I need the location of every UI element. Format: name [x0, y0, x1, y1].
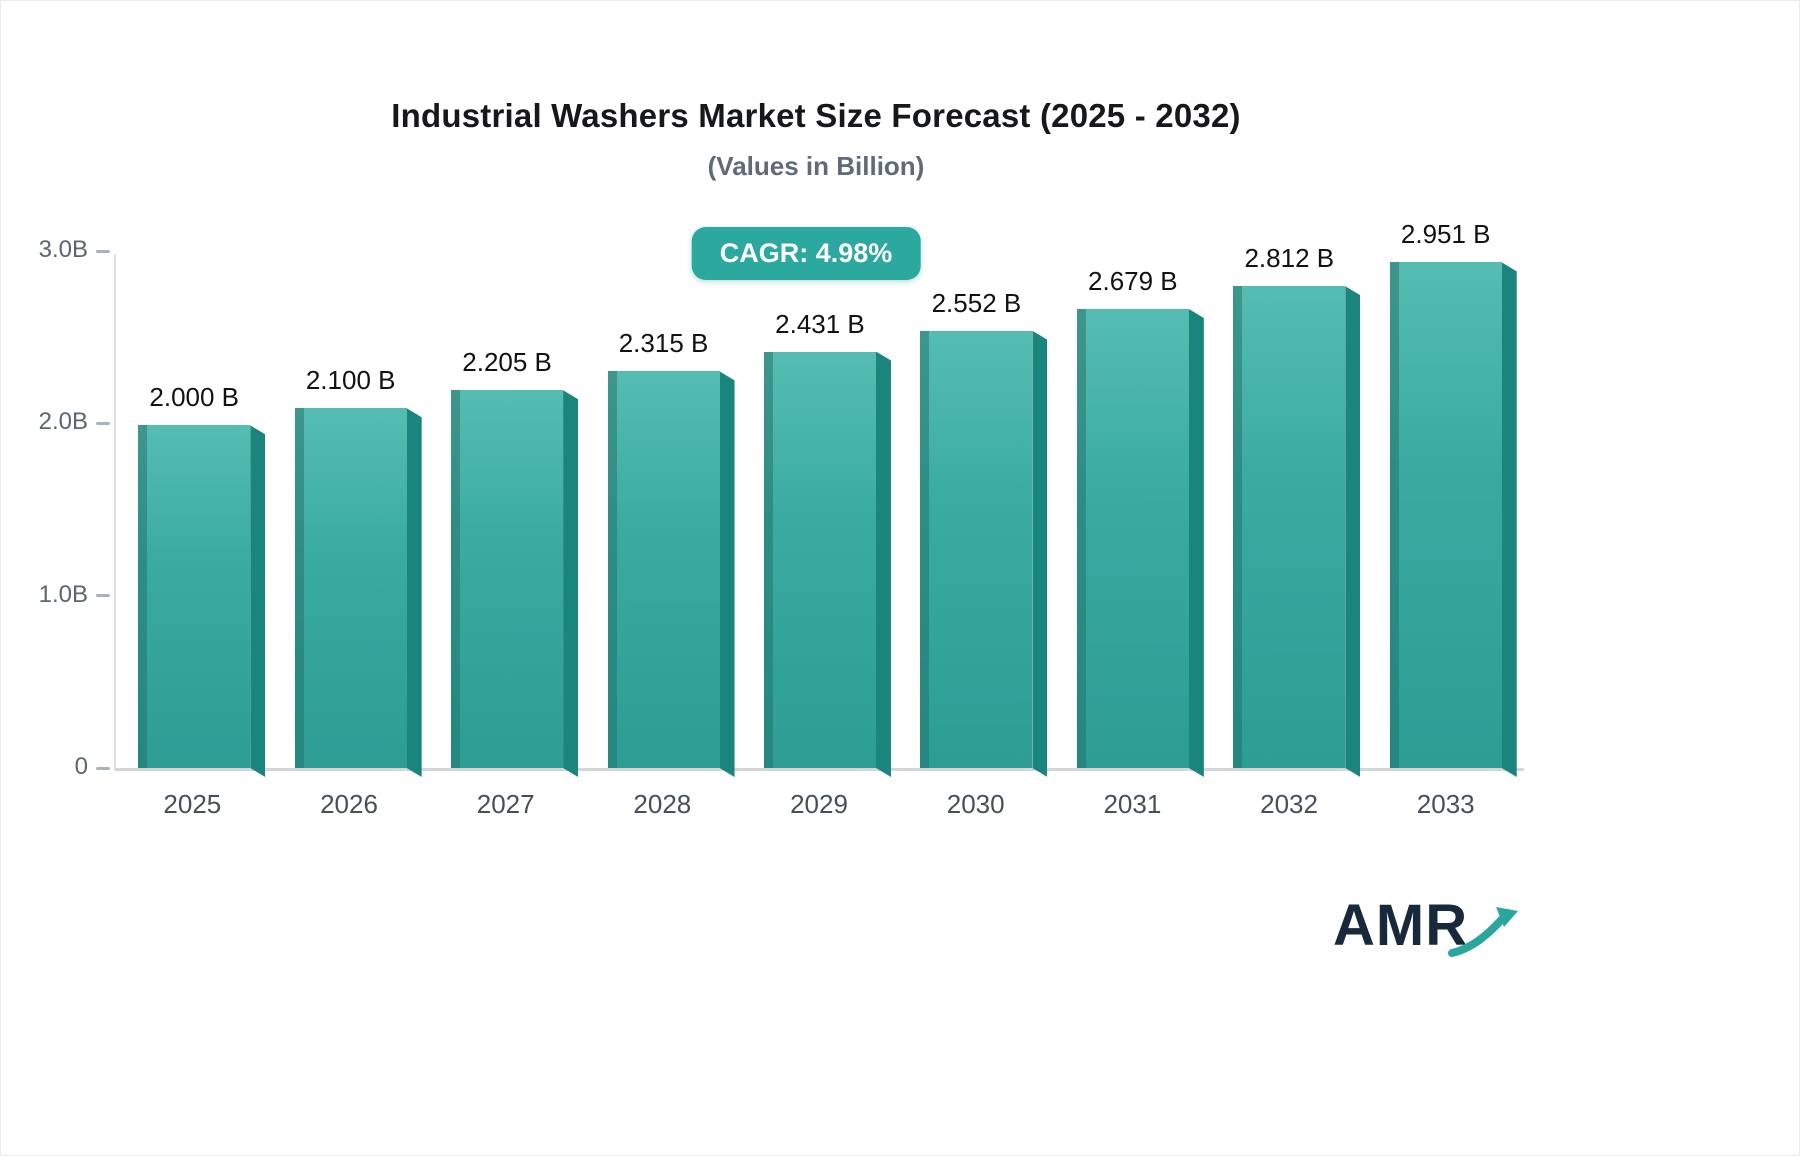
y-axis-tick-label: 0	[74, 753, 88, 780]
cagr-badge: CAGR: 4.98%	[691, 227, 921, 280]
bar-2030: 2.552 B	[920, 288, 1033, 769]
x-axis-label: 2031	[1103, 789, 1162, 819]
bar-value-label: 2.000 B	[149, 382, 240, 413]
bar-2025: 2.000 B	[138, 382, 251, 768]
bar-2031: 2.679 B	[1076, 266, 1189, 768]
x-axis: 2025 2026 2027 2028 2029 2030 2031 2032 2033	[114, 789, 1524, 820]
bar-slot: 2.000 B	[116, 254, 272, 768]
bar-value-label: 2.100 B	[305, 365, 396, 396]
x-axis-label: 2025	[163, 789, 222, 819]
bar-2026: 2.100 B	[294, 365, 407, 768]
bar-value-label: 2.431 B	[775, 308, 865, 339]
x-axis-label: 2026	[320, 789, 378, 819]
bar-slot: 2.431 B	[742, 254, 898, 768]
bar-2028: 2.315 B	[607, 328, 720, 768]
bar-2027: 2.205 B	[451, 347, 564, 768]
x-axis-label: 2028	[633, 789, 692, 819]
chart-title: Industrial Washers Market Size Forecast …	[391, 97, 1241, 134]
y-axis-tick-label: 1.0B	[38, 580, 88, 608]
y-axis-tick-mark	[96, 594, 110, 598]
x-axis-label: 2027	[476, 789, 535, 819]
bar-slot: 2.205 B	[429, 254, 585, 768]
bar-value-label: 2.951 B	[1400, 219, 1491, 250]
bar-value-label: 2.679 B	[1088, 266, 1178, 296]
bar-value-label: 2.812 B	[1244, 243, 1335, 274]
x-axis-label: 2029	[790, 789, 848, 819]
y-axis-tick-label: 2.0B	[38, 408, 88, 436]
bar-slot: 2.315 B	[585, 254, 741, 768]
bar-chart: 2.000 B 2.100 B 2.205 B 2.315 B 2.431 B 2.552…	[39, 219, 1524, 780]
bar-value-label: 2.205 B	[462, 347, 552, 378]
bar-2032: 2.812 B	[1233, 243, 1346, 768]
bar-slot: 2.951 B	[1368, 219, 1524, 768]
amr-logo-text: AMR	[1333, 893, 1469, 958]
x-axis-label: 2030	[946, 789, 1005, 819]
plot-area: 2.000 B 2.100 B 2.205 B 2.315 B 2.431 B 2.552…	[116, 219, 1524, 769]
bar-2033: 2.951 B	[1389, 219, 1502, 768]
y-axis-tick-mark	[96, 421, 110, 425]
bar-value-label: 2.315 B	[618, 328, 709, 359]
amr-logo: AMR	[1333, 897, 1520, 961]
bar-slot: 2.552 B	[898, 254, 1054, 769]
y-axis-tick-label: 3.0B	[38, 236, 88, 263]
bar-slot: 2.100 B	[272, 254, 428, 768]
y-axis-tick-mark	[96, 766, 110, 770]
y-axis-tick-mark	[96, 249, 110, 253]
bar-slot: 2.679 B	[1055, 254, 1211, 768]
logo-arrow-icon	[1448, 907, 1519, 957]
bar-value-label: 2.552 B	[931, 287, 1022, 318]
x-axis-label: 2032	[1260, 789, 1318, 819]
bar-2029: 2.431 B	[763, 309, 876, 768]
x-axis-label: 2033	[1416, 789, 1475, 819]
bar-slot: 2.812 B	[1211, 243, 1367, 768]
chart-subtitle: (Values in Billion)	[707, 151, 925, 181]
